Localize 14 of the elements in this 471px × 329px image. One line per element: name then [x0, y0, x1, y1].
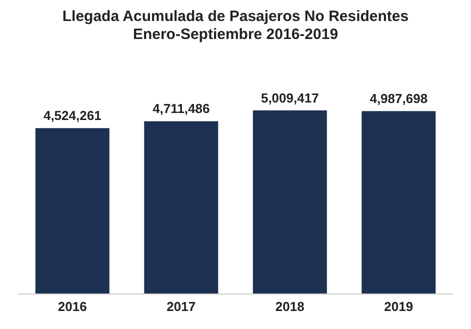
data-label: 4,524,261	[43, 108, 102, 124]
x-tick-label: 2017	[166, 299, 196, 314]
data-label: 5,009,417	[260, 90, 319, 106]
bar	[252, 110, 327, 294]
x-tick-label: 2019	[384, 299, 414, 314]
data-label: 4,987,698	[370, 91, 428, 106]
bar	[144, 121, 218, 294]
data-label: 4,711,486	[152, 101, 210, 116]
chart-title: Llegada Acumulada de Pasajeros No Residentes	[61, 8, 410, 26]
bar	[35, 128, 110, 294]
x-tick-label: 2018	[275, 299, 304, 314]
bar	[362, 111, 436, 294]
x-tick-label: 2016	[58, 299, 87, 314]
chart-subtitle: Enero-Septiembre 2016-2019	[132, 26, 340, 44]
